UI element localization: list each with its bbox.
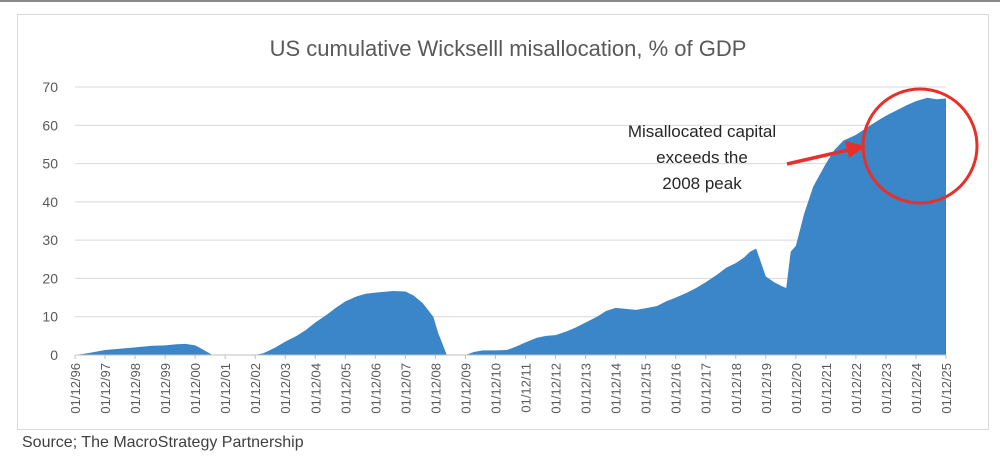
x-tick-label: 01/12/16 bbox=[669, 363, 684, 414]
chart-frame bbox=[17, 14, 989, 430]
x-tick-label: 01/12/96 bbox=[68, 363, 83, 414]
x-tick-label: 01/12/20 bbox=[789, 363, 804, 414]
x-tick-label: 01/12/19 bbox=[759, 363, 774, 414]
x-tick-label: 01/12/17 bbox=[699, 363, 714, 414]
annotation-text: 2008 peak bbox=[662, 174, 742, 193]
chart-title: US cumulative Wickselll misallocation, %… bbox=[270, 36, 747, 61]
y-tick-label: 30 bbox=[42, 232, 58, 248]
x-tick-label: 01/12/21 bbox=[819, 363, 834, 414]
x-tick-label: 01/12/13 bbox=[579, 363, 594, 414]
x-tick-label: 01/12/98 bbox=[128, 363, 143, 414]
x-tick-label: 01/12/22 bbox=[849, 363, 864, 414]
x-tick-label: 01/12/12 bbox=[549, 363, 564, 414]
x-tick-label: 01/12/97 bbox=[98, 363, 113, 414]
annotation-arrow-head bbox=[845, 141, 866, 158]
x-tick-label: 01/12/09 bbox=[458, 363, 473, 414]
source-note: Source; The MacroStrategy Partnership bbox=[22, 434, 304, 451]
annotation-text: exceeds the bbox=[656, 148, 748, 167]
top-border bbox=[0, 0, 1000, 2]
x-tick-label: 01/12/24 bbox=[909, 363, 924, 414]
x-tick-label: 01/12/08 bbox=[428, 363, 443, 414]
x-tick-label: 01/12/05 bbox=[338, 363, 353, 414]
x-tick-label: 01/12/10 bbox=[488, 363, 503, 414]
annotation-circle bbox=[861, 87, 979, 205]
x-tick-label: 01/12/03 bbox=[278, 363, 293, 414]
x-tick-label: 01/12/11 bbox=[519, 363, 534, 413]
x-tick-label: 01/12/23 bbox=[879, 363, 894, 414]
series bbox=[75, 97, 946, 355]
y-tick-label: 60 bbox=[42, 117, 58, 133]
x-tick-label: 01/12/18 bbox=[729, 363, 744, 414]
x-tick-label: 01/12/00 bbox=[188, 363, 203, 414]
y-tick-label: 70 bbox=[42, 79, 58, 95]
x-tick-label: 01/12/01 bbox=[218, 363, 233, 414]
x-tick-label: 01/12/06 bbox=[368, 363, 383, 414]
y-tick-label: 0 bbox=[50, 347, 58, 363]
y-tick-label: 40 bbox=[42, 194, 58, 210]
x-tick-label: 01/12/04 bbox=[308, 363, 323, 414]
area-series bbox=[75, 97, 946, 355]
chart-canvas: US cumulative Wickselll misallocation, %… bbox=[42, 36, 979, 414]
annotation-text: Misallocated capital bbox=[628, 122, 776, 141]
x-axis: 01/12/96 01/12/97 01/12/98 01/12/99 01/12/00… bbox=[68, 354, 954, 414]
x-tick-label: 01/12/14 bbox=[609, 363, 624, 414]
x-tick-label: 01/12/99 bbox=[158, 363, 173, 414]
y-axis: 0 10 20 30 40 50 60 70 bbox=[42, 79, 58, 363]
x-tick-label: 01/12/02 bbox=[248, 363, 263, 414]
annotation: Misallocated capital exceeds the 2008 peak bbox=[628, 87, 979, 205]
x-tick-label: 01/12/15 bbox=[639, 363, 654, 414]
y-tick-label: 20 bbox=[42, 270, 58, 286]
x-tick-label: 01/12/25 bbox=[939, 363, 954, 414]
y-tick-label: 50 bbox=[42, 156, 58, 172]
y-tick-label: 10 bbox=[42, 309, 58, 325]
annotation-arrow-shaft bbox=[786, 148, 849, 166]
x-tick-label: 01/12/07 bbox=[398, 363, 413, 414]
